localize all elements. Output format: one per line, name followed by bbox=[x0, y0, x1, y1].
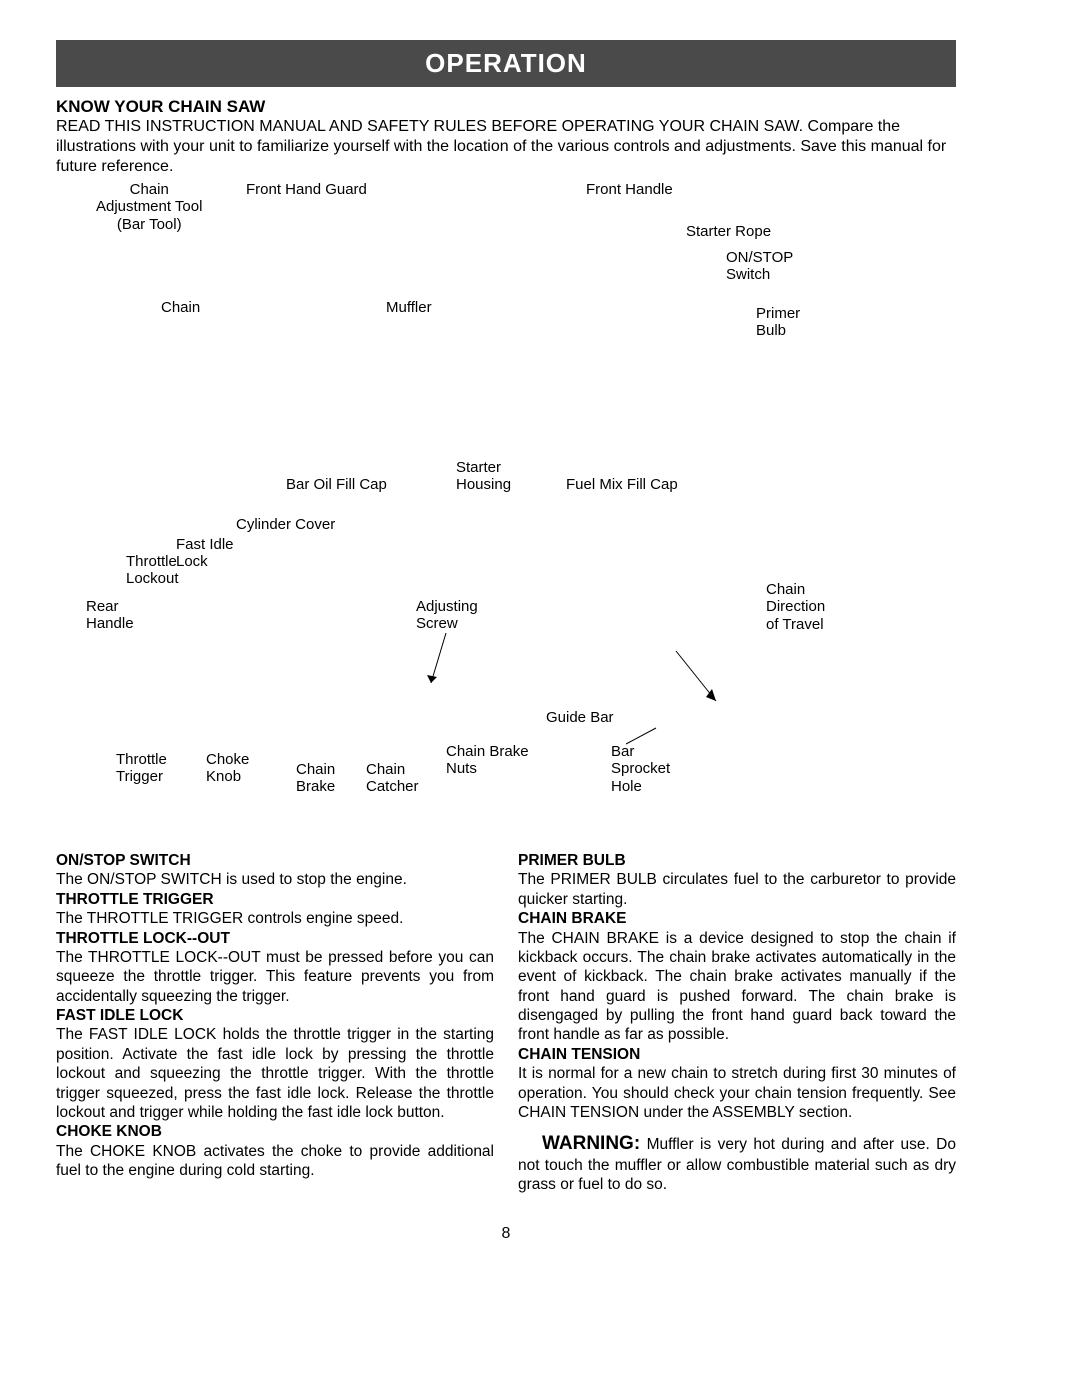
fastidle-heading: FAST IDLE LOCK bbox=[56, 1006, 494, 1025]
warning-paragraph: WARNING: Muffler is very hot during and … bbox=[518, 1132, 956, 1195]
label-chain-catcher: Chain Catcher bbox=[366, 761, 419, 796]
label-front-hand-guard: Front Hand Guard bbox=[246, 181, 367, 198]
label-front-handle: Front Handle bbox=[586, 181, 673, 198]
throttle-body: The THROTTLE TRIGGER controls engine spe… bbox=[56, 909, 494, 928]
definitions-columns: ON/STOP SWITCH The ON/STOP SWITCH is use… bbox=[56, 851, 956, 1195]
section-header: OPERATION bbox=[56, 40, 956, 87]
left-column: ON/STOP SWITCH The ON/STOP SWITCH is use… bbox=[56, 851, 494, 1195]
label-chain: Chain bbox=[161, 299, 200, 316]
brake-heading: CHAIN BRAKE bbox=[518, 909, 956, 928]
label-cylinder-cover: Cylinder Cover bbox=[236, 516, 335, 533]
label-choke-knob: Choke Knob bbox=[206, 751, 249, 786]
parts-diagram: Chain Adjustment Tool (Bar Tool) Front H… bbox=[56, 181, 956, 851]
label-fuel-mix-fill-cap: Fuel Mix Fill Cap bbox=[566, 476, 678, 493]
warning-label: WARNING: bbox=[542, 1133, 640, 1154]
label-throttle-lockout: Throttle Lockout bbox=[126, 553, 179, 588]
primer-body: The PRIMER BULB circulates fuel to the c… bbox=[518, 870, 956, 909]
label-chain-brake-nuts: Chain Brake Nuts bbox=[446, 743, 529, 778]
label-rear-handle: Rear Handle bbox=[86, 598, 134, 633]
label-starter-rope: Starter Rope bbox=[686, 223, 771, 240]
lockout-body: The THROTTLE LOCK--OUT must be pressed b… bbox=[56, 948, 494, 1006]
leader-line-adjusting-screw bbox=[426, 633, 466, 693]
onstop-heading: ON/STOP SWITCH bbox=[56, 851, 494, 870]
know-your-chainsaw-heading: KNOW YOUR CHAIN SAW bbox=[56, 97, 956, 117]
label-chain-direction: Chain Direction of Travel bbox=[766, 581, 825, 633]
label-starter-housing: Starter Housing bbox=[456, 459, 511, 494]
label-chain-adjustment-tool: Chain Adjustment Tool (Bar Tool) bbox=[96, 181, 202, 233]
tension-body: It is normal for a new chain to stretch … bbox=[518, 1064, 956, 1122]
manual-page: OPERATION KNOW YOUR CHAIN SAW READ THIS … bbox=[56, 40, 956, 1243]
choke-heading: CHOKE KNOB bbox=[56, 1122, 494, 1141]
brake-body: The CHAIN BRAKE is a device designed to … bbox=[518, 929, 956, 1045]
label-muffler: Muffler bbox=[386, 299, 432, 316]
tension-heading: CHAIN TENSION bbox=[518, 1045, 956, 1064]
onstop-body: The ON/STOP SWITCH is used to stop the e… bbox=[56, 870, 494, 889]
label-bar-oil-fill-cap: Bar Oil Fill Cap bbox=[286, 476, 387, 493]
fastidle-body: The FAST IDLE LOCK holds the throttle tr… bbox=[56, 1025, 494, 1122]
page-number: 8 bbox=[56, 1225, 956, 1243]
choke-body: The CHOKE KNOB activates the choke to pr… bbox=[56, 1142, 494, 1181]
label-bar-sprocket-hole: Bar Sprocket Hole bbox=[611, 743, 670, 795]
label-guide-bar: Guide Bar bbox=[546, 709, 614, 726]
label-on-stop-switch: ON/STOP Switch bbox=[726, 249, 793, 284]
primer-heading: PRIMER BULB bbox=[518, 851, 956, 870]
right-column: PRIMER BULB The PRIMER BULB circulates f… bbox=[518, 851, 956, 1195]
lockout-heading: THROTTLE LOCK--OUT bbox=[56, 929, 494, 948]
label-chain-brake: Chain Brake bbox=[296, 761, 335, 796]
throttle-heading: THROTTLE TRIGGER bbox=[56, 890, 494, 909]
intro-paragraph: READ THIS INSTRUCTION MANUAL AND SAFETY … bbox=[56, 117, 956, 177]
label-adjusting-screw: Adjusting Screw bbox=[416, 598, 478, 633]
label-fast-idle-lock: Fast Idle Lock bbox=[176, 536, 234, 571]
label-throttle-trigger: Throttle Trigger bbox=[116, 751, 167, 786]
leader-line-chain-direction bbox=[666, 641, 726, 711]
label-primer-bulb: Primer Bulb bbox=[756, 305, 800, 340]
